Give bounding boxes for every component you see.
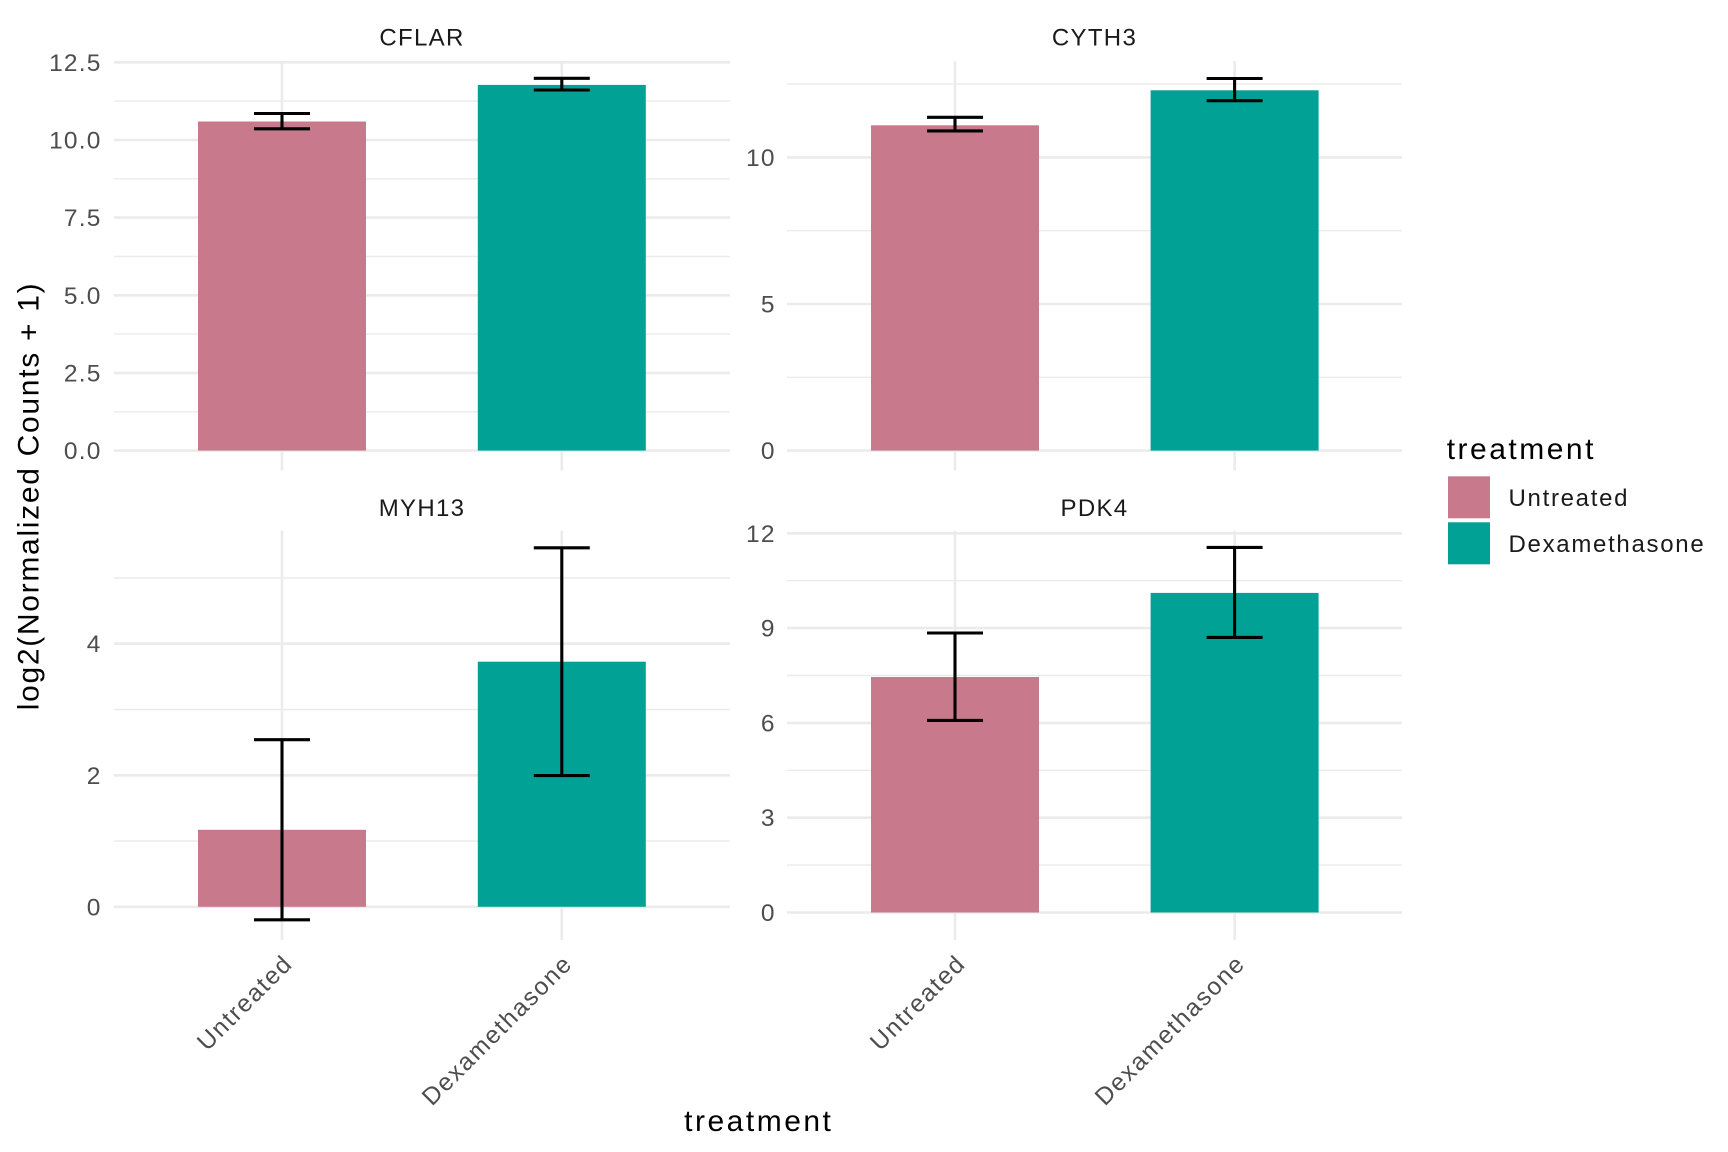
svg-text:10: 10 [746, 145, 776, 172]
svg-text:9: 9 [761, 616, 776, 643]
svg-text:Untreated: Untreated [1509, 485, 1630, 512]
svg-text:6: 6 [761, 710, 776, 737]
svg-text:12: 12 [746, 521, 776, 548]
svg-text:PDK4: PDK4 [1061, 495, 1129, 522]
svg-text:10.0: 10.0 [49, 128, 101, 155]
svg-text:0: 0 [87, 894, 102, 921]
svg-text:4: 4 [87, 631, 102, 658]
svg-text:2.5: 2.5 [64, 360, 102, 387]
svg-text:3: 3 [761, 805, 776, 832]
svg-text:5.0: 5.0 [64, 283, 102, 310]
svg-text:0: 0 [761, 438, 776, 465]
svg-text:5: 5 [761, 292, 776, 319]
svg-text:CYTH3: CYTH3 [1052, 25, 1137, 52]
svg-text:0: 0 [761, 900, 776, 927]
svg-text:treatment: treatment [684, 1105, 833, 1138]
svg-text:Dexamethasone: Dexamethasone [1509, 531, 1706, 558]
svg-text:log2(Normalized Counts + 1): log2(Normalized Counts + 1) [13, 282, 46, 711]
svg-text:7.5: 7.5 [64, 205, 102, 232]
svg-text:2: 2 [87, 763, 102, 790]
svg-text:MYH13: MYH13 [379, 495, 466, 522]
svg-text:12.5: 12.5 [49, 50, 101, 77]
svg-text:CFLAR: CFLAR [379, 25, 464, 52]
svg-text:treatment: treatment [1447, 433, 1596, 466]
svg-text:0.0: 0.0 [64, 438, 102, 465]
